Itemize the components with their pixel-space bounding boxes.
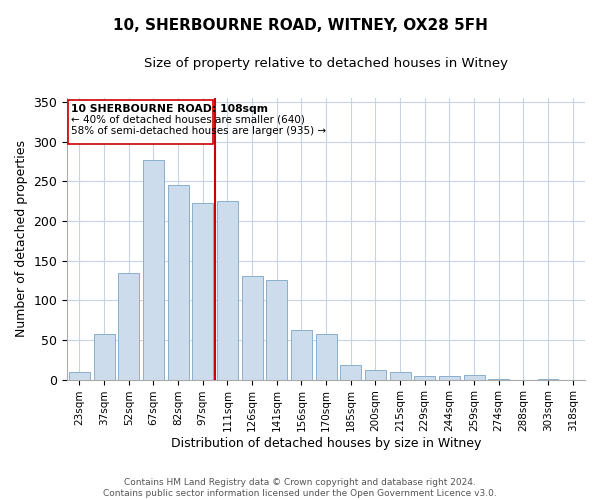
Bar (291, 330, 312, 380)
Text: ← 40% of detached houses are smaller (640): ← 40% of detached houses are smaller (64… (71, 114, 305, 124)
Bar (439, 376, 460, 380)
Bar (143, 160, 164, 380)
Bar (118, 272, 139, 380)
Bar (538, 379, 559, 380)
FancyBboxPatch shape (68, 100, 213, 144)
Bar (316, 334, 337, 380)
Bar (94, 334, 115, 380)
Bar (464, 375, 485, 380)
Bar (167, 186, 188, 380)
Text: 10, SHERBOURNE ROAD, WITNEY, OX28 5FH: 10, SHERBOURNE ROAD, WITNEY, OX28 5FH (113, 18, 487, 32)
Bar (266, 280, 287, 380)
Bar (389, 372, 410, 380)
Bar (414, 376, 435, 380)
Title: Size of property relative to detached houses in Witney: Size of property relative to detached ho… (144, 58, 508, 70)
Bar (365, 370, 386, 380)
Y-axis label: Number of detached properties: Number of detached properties (15, 140, 28, 338)
Bar (217, 201, 238, 380)
X-axis label: Distribution of detached houses by size in Witney: Distribution of detached houses by size … (171, 437, 481, 450)
Bar (242, 276, 263, 380)
Bar (488, 379, 509, 380)
Text: Contains HM Land Registry data © Crown copyright and database right 2024.
Contai: Contains HM Land Registry data © Crown c… (103, 478, 497, 498)
Text: 10 SHERBOURNE ROAD: 108sqm: 10 SHERBOURNE ROAD: 108sqm (71, 104, 268, 114)
Bar (340, 366, 361, 380)
Bar (192, 202, 213, 380)
Text: 58% of semi-detached houses are larger (935) →: 58% of semi-detached houses are larger (… (71, 126, 326, 136)
Bar (69, 372, 90, 380)
